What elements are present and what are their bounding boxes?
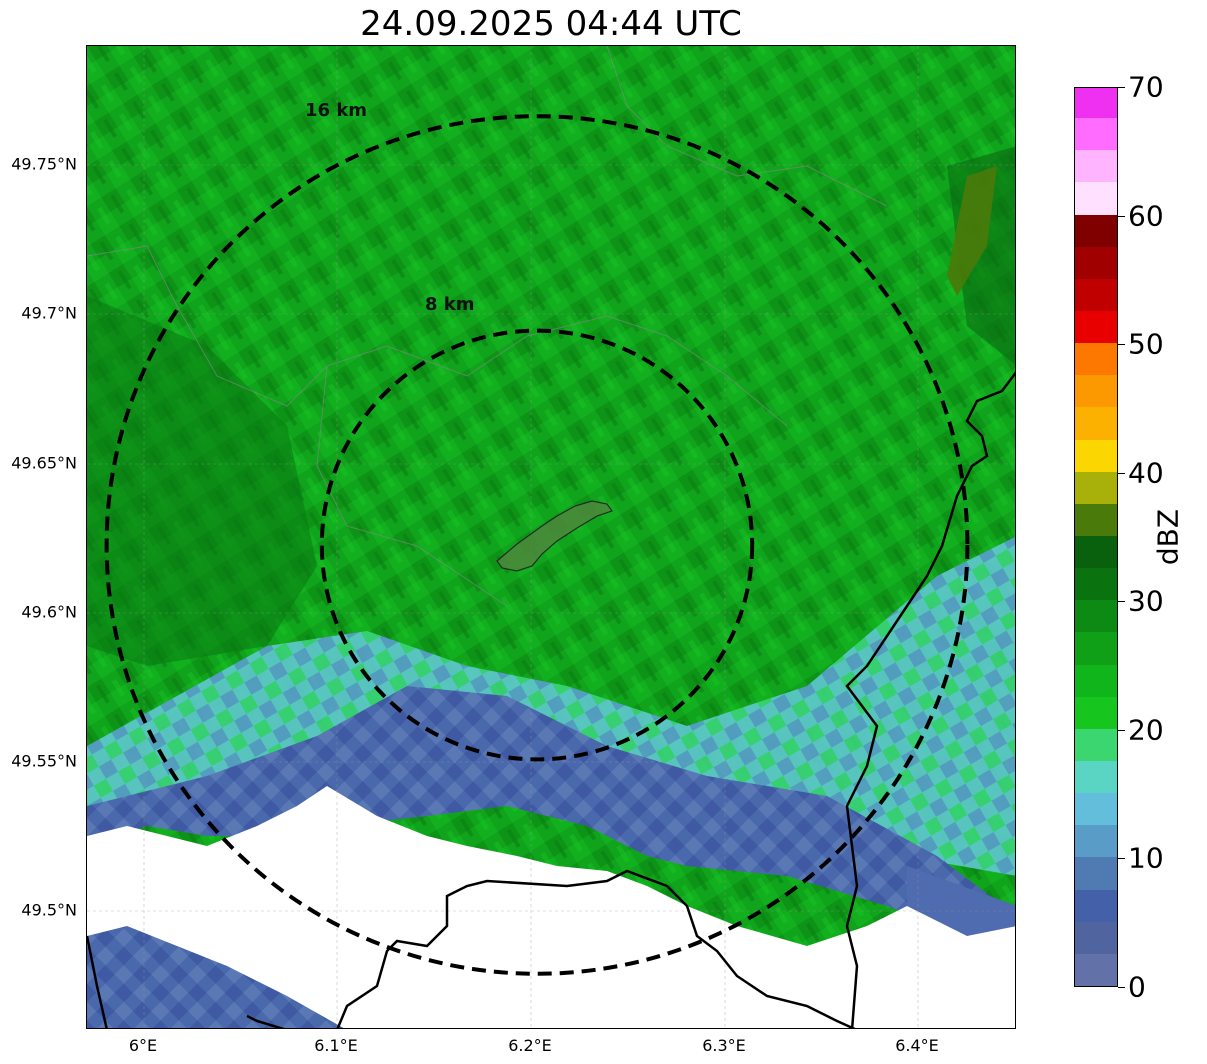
lat-tick-49.7: 49.7°N xyxy=(21,303,77,323)
colorbar-segment xyxy=(1075,181,1117,215)
graticule xyxy=(87,46,1015,1028)
colorbar-tick-label: 0 xyxy=(1128,970,1146,1004)
colorbar-tick-label: 60 xyxy=(1128,199,1164,233)
colorbar-tick-mark xyxy=(1118,472,1125,474)
lon-tick-6: 6°E xyxy=(128,1036,158,1055)
colorbar-segment xyxy=(1075,278,1117,311)
colorbar-segment xyxy=(1075,664,1117,697)
colorbar-segment xyxy=(1075,792,1117,826)
colorbar-tick-mark xyxy=(1118,729,1125,731)
colorbar-segment xyxy=(1075,342,1117,376)
colorbar-tick-mark xyxy=(1118,987,1125,988)
colorbar xyxy=(1074,87,1118,987)
echo-area-olive xyxy=(947,166,997,296)
lat-tick-49.65: 49.65°N xyxy=(11,453,77,473)
national-border xyxy=(87,371,1015,1028)
radar-map[interactable]: 8 km 16 km xyxy=(86,45,1016,1029)
colorbar-segment xyxy=(1075,214,1117,247)
colorbar-segment xyxy=(1075,246,1117,279)
colorbar-segment xyxy=(1075,760,1117,794)
radar-map-canvas: 8 km 16 km xyxy=(87,46,1015,1028)
ring-label-16km: 16 km xyxy=(305,100,367,121)
admin-boundaries xyxy=(87,46,888,607)
colorbar-tick-label: 20 xyxy=(1128,713,1164,747)
range-rings xyxy=(104,114,970,976)
colorbar-segment xyxy=(1075,535,1117,569)
echo-area-blue-sw xyxy=(87,926,344,1028)
colorbar-segment xyxy=(1075,374,1117,408)
colorbar-segment xyxy=(1075,503,1117,536)
lat-tick-49.55: 49.55°N xyxy=(11,751,77,771)
range-ring-8km xyxy=(319,328,755,762)
colorbar-segment xyxy=(1075,824,1117,858)
lat-tick-49.5: 49.5°N xyxy=(21,900,77,920)
colorbar-segment xyxy=(1075,728,1117,761)
city-outline xyxy=(496,500,613,572)
colorbar-tick-mark xyxy=(1118,344,1125,346)
colorbar-segment xyxy=(1075,149,1117,183)
echo-area-blue-se xyxy=(907,866,1015,936)
colorbar-tick-label: 40 xyxy=(1128,456,1164,490)
colorbar-segment xyxy=(1075,117,1117,151)
colorbar-tick-mark xyxy=(1118,87,1125,88)
colorbar-tick-label: 70 xyxy=(1128,70,1164,104)
lat-tick-49.6: 49.6°N xyxy=(21,602,77,622)
colorbar-label: dBZ xyxy=(1151,508,1185,566)
echo-area-dark-green xyxy=(87,296,317,666)
colorbar-segment xyxy=(1075,310,1117,344)
colorbar-tick-label: 30 xyxy=(1128,584,1164,618)
range-ring-16km xyxy=(104,114,970,976)
lon-tick-6.3: 6.3°E xyxy=(702,1036,746,1055)
lat-tick-49.75: 49.75°N xyxy=(11,154,77,174)
colorbar-segment xyxy=(1075,567,1117,601)
lon-tick-6.2: 6.2°E xyxy=(508,1036,552,1055)
colorbar-segment xyxy=(1075,88,1117,119)
echo-area-blue xyxy=(87,686,1015,946)
lon-tick-6.4: 6.4°E xyxy=(895,1036,939,1055)
no-echo-area xyxy=(87,786,1015,1028)
colorbar-segment xyxy=(1075,439,1117,472)
colorbar-segment xyxy=(1075,631,1117,665)
colorbar-segment xyxy=(1075,599,1117,633)
colorbar-segment xyxy=(1075,406,1117,440)
colorbar-tick-mark xyxy=(1118,601,1125,603)
colorbar-tick-mark xyxy=(1118,215,1125,217)
colorbar-tick-mark xyxy=(1118,858,1125,860)
colorbar-tick-label: 10 xyxy=(1128,841,1164,875)
colorbar-segment xyxy=(1075,953,1117,986)
colorbar-segment xyxy=(1075,471,1117,504)
colorbar-tick-label: 50 xyxy=(1128,327,1164,361)
colorbar-segment xyxy=(1075,696,1117,729)
colorbar-segment xyxy=(1075,856,1117,890)
colorbar-segment xyxy=(1075,889,1117,922)
ring-label-8km: 8 km xyxy=(425,294,475,315)
lon-tick-6.1: 6.1°E xyxy=(314,1036,358,1055)
map-title: 24.09.2025 04:44 UTC xyxy=(360,4,742,44)
colorbar-segment xyxy=(1075,921,1117,954)
